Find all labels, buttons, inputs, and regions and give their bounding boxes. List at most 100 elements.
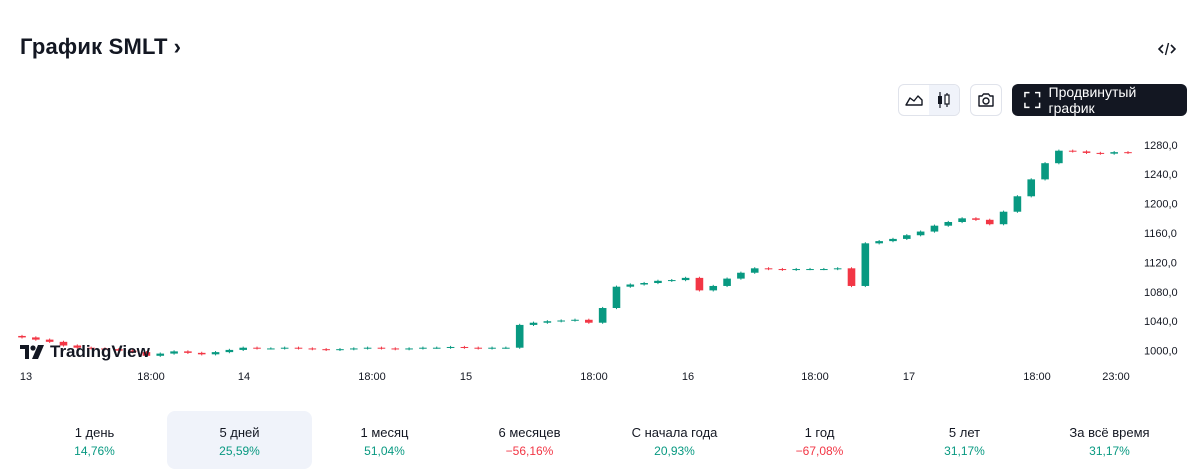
chart-toolbar: Продвинутый график xyxy=(898,84,1187,116)
advanced-chart-label: Продвинутый график xyxy=(1048,84,1137,116)
candle xyxy=(1055,149,1063,165)
y-tick-label: 1160,0 xyxy=(1144,228,1177,240)
candle xyxy=(128,349,137,354)
candle xyxy=(474,346,483,350)
x-tick-label: 17 xyxy=(903,371,915,383)
price-chart[interactable]: 1280,0 1240,0 1200,0 1160,0 1120,0 1080,0 1040… xyxy=(0,128,1200,390)
period-7[interactable]: За всё время 31,17% xyxy=(1037,411,1182,469)
period-5[interactable]: 1 год −67,08% xyxy=(747,411,892,469)
candle xyxy=(280,346,289,350)
candlestick-button[interactable] xyxy=(929,85,959,115)
candle xyxy=(184,350,192,354)
candle xyxy=(336,348,344,352)
candle xyxy=(999,210,1008,226)
camera-icon xyxy=(978,93,994,107)
x-tick-label: 18:00 xyxy=(137,371,165,383)
candle xyxy=(695,276,704,292)
candle xyxy=(308,347,317,351)
candle xyxy=(861,242,870,288)
candle xyxy=(101,347,109,351)
candle xyxy=(875,240,883,245)
period-3[interactable]: 6 месяцев −56,16% xyxy=(457,411,602,469)
candle xyxy=(681,276,690,282)
candle xyxy=(612,285,621,310)
period-1[interactable]: 5 дней 25,59% xyxy=(167,411,312,469)
candle xyxy=(1110,151,1118,155)
candle xyxy=(806,267,814,271)
snapshot-button[interactable] xyxy=(970,84,1002,116)
candle xyxy=(87,346,95,350)
candle xyxy=(211,351,220,356)
candle xyxy=(764,267,773,271)
candle xyxy=(18,334,26,339)
y-tick-label: 1000,0 xyxy=(1144,346,1178,358)
candle xyxy=(502,346,510,349)
candle xyxy=(958,217,966,224)
candlestick-icon xyxy=(938,92,950,108)
candle xyxy=(197,351,206,356)
period-6[interactable]: 5 лет 31,17% xyxy=(892,411,1037,469)
candle xyxy=(723,277,731,288)
candle xyxy=(820,267,828,271)
tradingview-logo[interactable]: TradingView xyxy=(20,342,150,362)
candle xyxy=(709,284,718,292)
candle xyxy=(529,321,538,327)
candle xyxy=(1041,162,1049,181)
candle xyxy=(916,230,925,237)
title-text: График SMLT xyxy=(20,34,168,59)
candle xyxy=(944,220,953,227)
code-icon xyxy=(1158,42,1176,56)
fullscreen-icon xyxy=(1024,91,1041,109)
x-tick-label: 23:00 xyxy=(1102,371,1130,383)
period-selector: 1 день 14,76% 5 дней 25,59% 1 месяц 51,04% 6 м… xyxy=(22,411,1182,469)
x-tick-label: 18:00 xyxy=(580,371,608,383)
period-label: 5 лет xyxy=(948,424,981,440)
y-tick-label: 1040,0 xyxy=(1144,316,1178,328)
candle xyxy=(972,217,980,221)
period-change: −67,08% xyxy=(795,443,844,458)
candle xyxy=(1027,178,1036,198)
candle xyxy=(930,224,939,233)
candle xyxy=(640,281,648,286)
tradingview-logo-icon xyxy=(20,345,44,359)
period-2[interactable]: 1 месяц 51,04% xyxy=(312,411,457,469)
period-label: За всё время xyxy=(1069,424,1150,440)
candle xyxy=(737,271,745,280)
candle xyxy=(253,346,261,350)
period-4[interactable]: С начала года 20,93% xyxy=(602,411,747,469)
x-tick-label: 15 xyxy=(460,371,472,383)
candle xyxy=(432,346,441,349)
candle xyxy=(1124,151,1132,155)
x-tick-label: 18:00 xyxy=(358,371,386,383)
candle xyxy=(377,346,386,350)
period-change: 14,76% xyxy=(74,443,115,458)
y-tick-label: 1280,0 xyxy=(1144,140,1178,152)
y-tick-label: 1200,0 xyxy=(1144,199,1178,211)
period-label: 5 дней xyxy=(219,424,260,440)
candle xyxy=(488,346,496,350)
period-change: 31,17% xyxy=(1089,443,1130,458)
page-title[interactable]: График SMLT › xyxy=(20,34,181,60)
period-0[interactable]: 1 день 14,76% xyxy=(22,411,167,469)
candle xyxy=(985,218,994,226)
x-tick-label: 18:00 xyxy=(801,371,829,383)
candle xyxy=(571,318,579,322)
period-label: 1 день xyxy=(74,424,115,440)
period-label: 6 месяцев xyxy=(498,424,561,440)
area-chart-button[interactable] xyxy=(899,85,929,115)
candle xyxy=(626,283,635,288)
candle xyxy=(294,346,303,350)
period-label: 1 год xyxy=(804,424,835,440)
candle xyxy=(170,350,178,355)
candle xyxy=(142,351,151,357)
area-chart-icon xyxy=(905,95,923,106)
embed-code-button[interactable] xyxy=(1152,36,1182,62)
candle xyxy=(363,346,372,350)
period-change: 20,93% xyxy=(654,443,695,458)
advanced-chart-button[interactable]: Продвинутый график xyxy=(1012,84,1187,116)
chevron-right-icon: › xyxy=(173,34,182,59)
candle xyxy=(585,318,593,324)
candle xyxy=(778,267,787,271)
candle xyxy=(114,348,123,352)
chart-type-switch xyxy=(898,84,960,116)
